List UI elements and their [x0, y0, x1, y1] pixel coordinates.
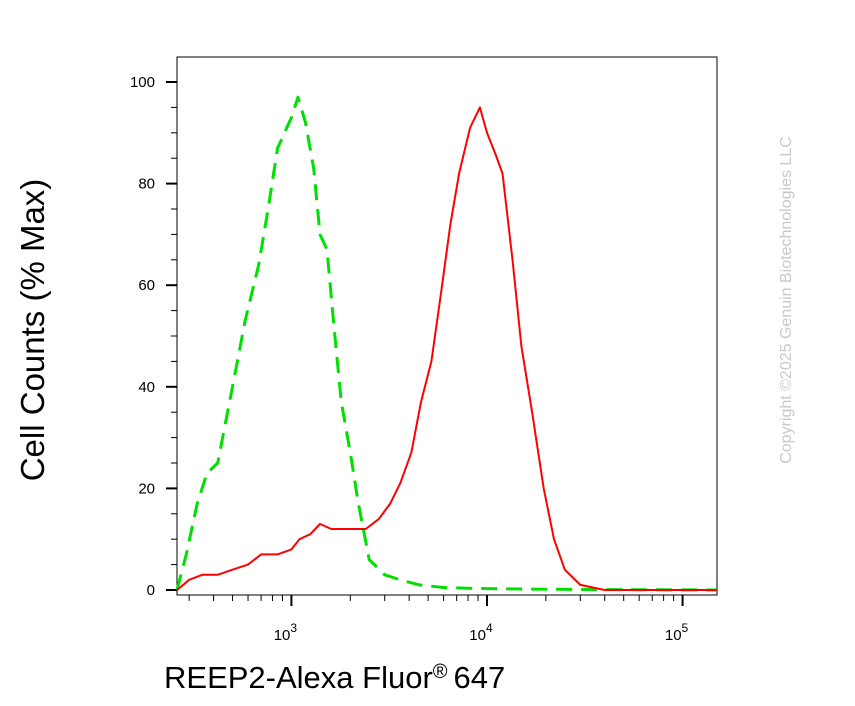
y-axis-title: Cell Counts (% Max)	[14, 179, 51, 482]
plot-frame	[176, 56, 718, 596]
y-tick-label: 0	[147, 582, 155, 599]
y-tick-label: 100	[130, 74, 155, 91]
y-tick-label: 20	[138, 480, 155, 497]
copyright-watermark: Copyright ©2025 Genuin Biotechnologies L…	[778, 136, 795, 464]
y-axis: 0 20 40 60 80 100	[130, 74, 177, 599]
series-line-1	[175, 95, 718, 592]
y-tick-label: 40	[138, 379, 155, 396]
x-axis: 103 104 105	[188, 595, 689, 644]
y-tick-label: 60	[138, 277, 155, 294]
x-axis-title-main: REEP2-Alexa Fluor	[164, 660, 433, 695]
x-tick-label: 104	[469, 621, 493, 644]
series-line-2	[176, 106, 717, 591]
x-tick-label: 103	[274, 621, 298, 644]
x-axis-title-suffix: 647	[454, 660, 506, 695]
x-axis-title: REEP2-Alexa Fluor® 647	[164, 660, 505, 695]
x-tick-label: 105	[665, 621, 689, 644]
x-axis-title-registered: ®	[433, 661, 448, 683]
y-tick-label: 80	[138, 176, 155, 193]
series-layer	[175, 95, 718, 592]
